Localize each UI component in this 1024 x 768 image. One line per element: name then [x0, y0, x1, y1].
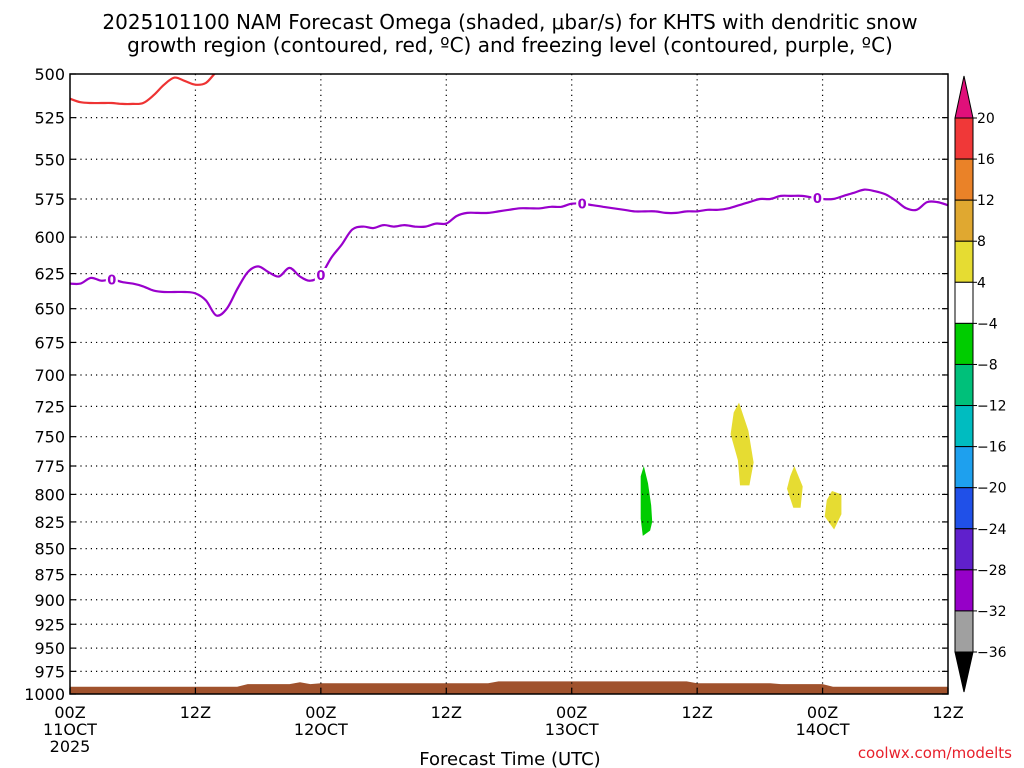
- colorbar-bottom-triangle: [954, 651, 974, 693]
- y-tick-label: 1000: [24, 685, 65, 704]
- y-tick-label: 675: [34, 333, 65, 352]
- y-tick-label: 925: [34, 615, 65, 634]
- colorbar-label: 12: [977, 193, 995, 209]
- title-line: 2025101100 NAM Forecast Omega (shaded, μ…: [102, 10, 917, 34]
- contour-label: 0: [578, 198, 587, 213]
- contour-label: 0: [107, 273, 116, 288]
- omega-shaded-region: [730, 402, 754, 486]
- colorbar-segment: [954, 569, 974, 612]
- y-tick-label: 625: [34, 265, 65, 284]
- x-tick-label: 12Z: [932, 703, 963, 722]
- credit-text: coolwx.com/modelts: [858, 744, 1012, 762]
- colorbar-label: 20: [977, 111, 995, 127]
- colorbar-segment: [954, 281, 974, 324]
- omega-shaded-region: [787, 466, 803, 508]
- omega-shaded-region: [640, 466, 653, 536]
- y-axis: 500 525 550 575 600 625 650 675 700 725 750 775 800 8…: [24, 65, 948, 704]
- y-tick-label: 550: [34, 150, 65, 169]
- y-tick-label: 700: [34, 366, 65, 385]
- x-tick-label: 12Z: [180, 703, 211, 722]
- contour-line: [70, 188, 948, 317]
- terrain-fill: [70, 681, 948, 694]
- colorbar-segment: [954, 322, 974, 365]
- colorbar-label: −28: [977, 563, 1007, 579]
- y-tick-label: 850: [34, 540, 65, 559]
- x-tick-label: 00Z: [54, 703, 85, 722]
- colorbar-label: −16: [977, 440, 1007, 456]
- contour-label: 0: [316, 269, 325, 284]
- x-tick-label: 00Z: [305, 703, 336, 722]
- contour-line: [70, 74, 216, 106]
- omega-shading: [640, 402, 842, 536]
- x-tick-label: 14OCT: [796, 720, 850, 739]
- colorbar-segment: [954, 199, 974, 242]
- contour-label-bg: [811, 191, 824, 206]
- colorbar-label: 8: [977, 234, 986, 250]
- colorbar-segment: [954, 240, 974, 283]
- plot-frame: [69, 73, 949, 695]
- title-line: growth region (contoured, red, ºC) and f…: [127, 33, 893, 57]
- contour-lines: 0 0 0 0: [70, 74, 948, 317]
- colorbar-label: −36: [977, 645, 1007, 661]
- colorbar-segment: [954, 487, 974, 530]
- y-tick-label: 825: [34, 513, 65, 532]
- x-axis-label: Forecast Time (UTC): [419, 749, 600, 768]
- y-tick-label: 575: [34, 190, 65, 209]
- colorbar-top-triangle: [954, 75, 974, 119]
- y-tick-label: 525: [34, 109, 65, 128]
- omega-shaded-region: [824, 491, 842, 530]
- x-tick-label: 12OCT: [294, 720, 348, 739]
- colorbar-label: −12: [977, 399, 1007, 415]
- colorbar-label: −8: [977, 357, 998, 373]
- colorbar-label: −32: [977, 604, 1007, 620]
- colorbar-label: 16: [977, 152, 995, 168]
- y-tick-label: 800: [34, 485, 65, 504]
- y-tick-label: 725: [34, 397, 65, 416]
- terrain-area: [70, 681, 948, 694]
- contour-label-bg: [105, 272, 118, 287]
- y-tick-label: 600: [34, 228, 65, 247]
- colorbar-segment: [954, 405, 974, 448]
- colorbar-segment: [954, 528, 974, 571]
- y-tick-label: 500: [34, 65, 65, 84]
- contour-label-bg: [314, 268, 327, 283]
- colorbar-label: −4: [977, 316, 998, 332]
- colorbar-segment: [954, 610, 974, 653]
- x-tick-label: 00Z: [556, 703, 587, 722]
- x-tick-label: 11OCT: [43, 720, 97, 739]
- y-tick-label: 650: [34, 300, 65, 319]
- colorbar-segment: [954, 446, 974, 489]
- y-tick-label: 975: [34, 662, 65, 681]
- colorbar-label: −24: [977, 522, 1007, 538]
- x-tick-label: 12Z: [431, 703, 462, 722]
- y-tick-label: 950: [34, 639, 65, 658]
- x-tick-label: 00Z: [807, 703, 838, 722]
- colorbar-segment: [954, 363, 974, 407]
- x-tick-label: 13OCT: [545, 720, 599, 739]
- grid-lines: [70, 74, 948, 694]
- colorbar-segment: [954, 158, 974, 201]
- x-tick-label: 12Z: [681, 703, 712, 722]
- y-tick-label: 875: [34, 566, 65, 585]
- chart-title: 2025101100 NAM Forecast Omega (shaded, μ…: [102, 10, 917, 57]
- colorbar-label: 4: [977, 275, 986, 291]
- colorbar: 20 16 12 8 4 −4 −8 −12 −16 −20 −24 −28 −32 −36: [954, 75, 1007, 693]
- x-tick-label: 2025: [50, 737, 91, 756]
- y-tick-label: 775: [34, 457, 65, 476]
- contour-label-bg: [576, 196, 589, 211]
- y-tick-label: 750: [34, 428, 65, 447]
- contour-label: 0: [813, 192, 822, 207]
- y-tick-label: 900: [34, 591, 65, 610]
- colorbar-label: −20: [977, 481, 1007, 497]
- colorbar-segment: [954, 117, 974, 160]
